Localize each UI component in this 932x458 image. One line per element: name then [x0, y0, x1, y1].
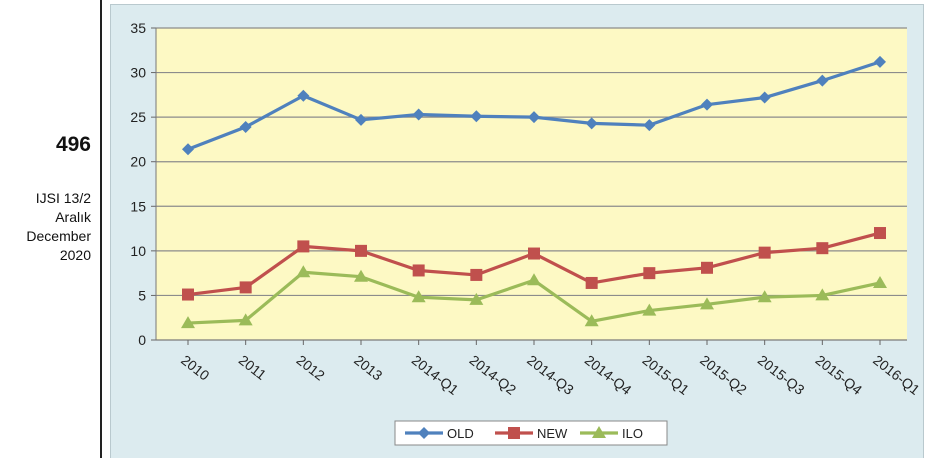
data-point-old — [239, 120, 252, 133]
data-point-new — [643, 267, 656, 280]
x-tick-label: 2011 — [236, 352, 270, 383]
journal-issue: IJSI 13/2 — [35, 190, 91, 206]
data-point-new — [874, 227, 886, 240]
data-point-ilo — [815, 288, 830, 301]
data-point-new — [239, 281, 252, 294]
x-tick-label: 2013 — [351, 352, 386, 384]
x-tick-label: 2014-Q3 — [524, 352, 577, 398]
y-tick-label: 25 — [130, 109, 146, 125]
data-point-ilo — [354, 269, 368, 282]
x-tick-label: 2015-Q2 — [697, 352, 750, 398]
x-tick-label: 2014-Q2 — [466, 352, 519, 398]
data-point-ilo — [527, 273, 541, 286]
y-tick-label: 10 — [130, 243, 146, 259]
legend-marker-old — [418, 427, 430, 439]
data-point-old — [182, 143, 194, 156]
data-point-ilo — [873, 275, 887, 288]
data-point-ilo — [700, 297, 714, 310]
x-tick-label: 2015-Q4 — [812, 352, 865, 398]
page-margin: 496 IJSI 13/2 Aralık December 2020 — [0, 0, 101, 458]
data-point-ilo — [757, 290, 772, 303]
legend-label-ilo: ILO — [622, 426, 643, 441]
data-point-old — [470, 110, 483, 123]
data-point-old — [297, 89, 310, 102]
legend-marker-ilo — [592, 426, 606, 438]
data-point-old — [758, 91, 771, 104]
y-tick-label: 30 — [130, 65, 146, 81]
y-tick-label: 20 — [130, 154, 146, 170]
legend-label-old: OLD — [447, 426, 474, 441]
journal-month-en: December — [26, 228, 91, 244]
data-point-old — [585, 117, 598, 130]
journal-month-tr: Aralık — [55, 209, 91, 225]
data-point-new — [355, 244, 367, 257]
data-point-ilo — [181, 316, 195, 329]
y-tick-label: 5 — [138, 287, 146, 303]
data-point-new — [470, 268, 483, 281]
journal-year: 2020 — [59, 247, 91, 263]
y-tick-label: 0 — [138, 332, 146, 348]
plot-area — [156, 28, 907, 340]
data-point-old — [701, 98, 713, 111]
margin-rule — [100, 0, 102, 458]
data-point-ilo — [584, 314, 599, 327]
data-point-old — [412, 108, 425, 121]
data-point-new — [585, 276, 598, 289]
data-point-new — [816, 242, 829, 255]
data-point-old — [355, 113, 367, 126]
data-point-new — [758, 246, 771, 259]
page-number: 496 — [55, 133, 91, 156]
x-tick-label: 2014-Q4 — [582, 352, 635, 398]
data-point-ilo — [642, 303, 657, 316]
legend-marker-new — [508, 427, 520, 439]
data-point-new — [412, 264, 425, 277]
x-tick-label: 2015-Q1 — [639, 352, 692, 398]
journal-info: IJSI 13/2 Aralık December 2020 — [26, 189, 91, 265]
y-tick-label: 15 — [130, 198, 146, 214]
legend-label-new: NEW — [537, 426, 568, 441]
x-tick-label: 2010 — [178, 352, 213, 384]
data-point-old — [816, 74, 829, 87]
data-point-new — [701, 261, 713, 274]
y-tick-label: 35 — [130, 20, 146, 36]
data-point-ilo — [238, 313, 253, 326]
x-tick-label: 2012 — [293, 352, 328, 384]
data-point-ilo — [296, 265, 311, 278]
data-point-old — [528, 111, 540, 124]
x-tick-label: 2016-Q1 — [870, 352, 923, 398]
x-tick-label: 2015-Q3 — [755, 352, 808, 398]
data-point-old — [643, 119, 656, 132]
data-point-new — [528, 247, 540, 260]
data-point-old — [874, 55, 886, 68]
data-point-new — [297, 240, 310, 253]
x-tick-label: 2014-Q1 — [409, 352, 462, 398]
data-point-new — [182, 288, 194, 301]
data-point-ilo — [469, 292, 484, 305]
data-point-ilo — [411, 290, 426, 303]
